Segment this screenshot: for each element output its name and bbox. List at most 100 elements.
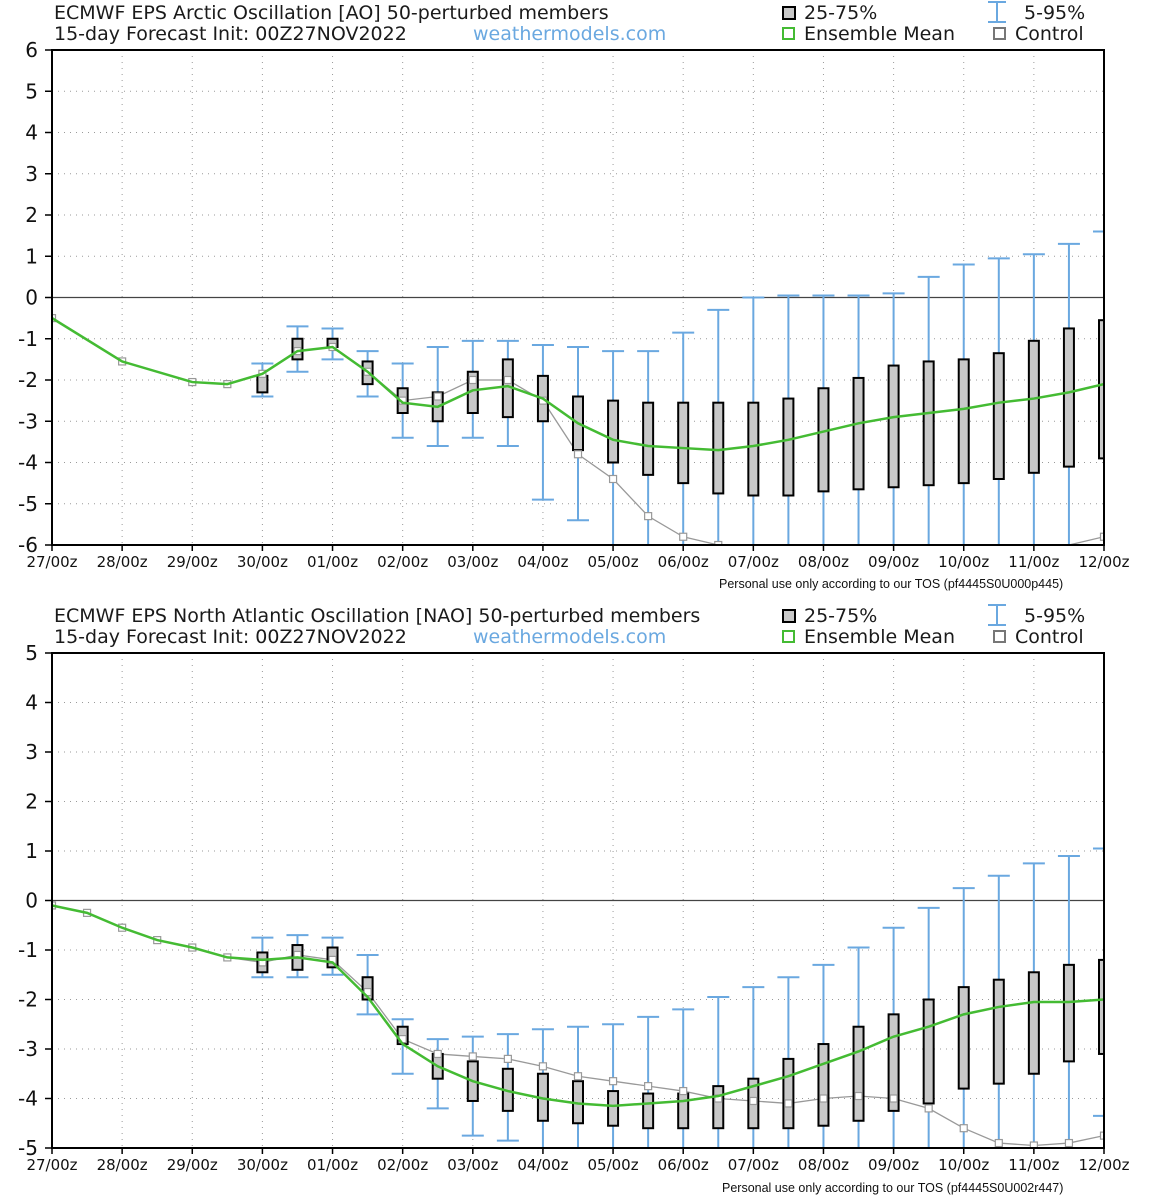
control-marker [433,1049,442,1059]
iqr-box [712,401,725,495]
x-tick-label: 28/00z [97,553,148,571]
control-marker [608,1077,618,1086]
chart-title: ECMWF EPS Arctic Oscillation [AO] 50-per… [54,2,609,24]
iqr-box [1027,339,1040,474]
x-tick-label: 27/00z [26,1156,77,1174]
mean-legend-icon [782,630,795,643]
control-marker [994,1138,1003,1148]
iqr-box [642,1092,655,1130]
y-tick-label: -4 [18,1087,38,1111]
legend-whisker-label: 5-95% [1024,605,1086,627]
y-tick-label: 2 [25,790,38,814]
y-tick-label: -2 [18,368,38,392]
y-tick-label: -4 [18,451,38,475]
x-tick-label: 05/00z [588,553,639,571]
chart-subtitle: 15-day Forecast Init: 00Z27NOV2022 [54,626,407,648]
control-marker [854,1091,863,1101]
tos-notice: Personal use only according to our TOS (… [719,577,1064,591]
x-tick-label: 08/00z [798,553,849,571]
x-tick-label: 11/00z [1008,1156,1059,1174]
y-tick-label: 3 [25,740,38,764]
x-tick-label: 09/00z [868,1156,919,1174]
whisker-legend-icon [988,604,1006,626]
ensemble-mean-line [52,317,1104,452]
tos-notice: Personal use only according to our TOS (… [722,1181,1064,1195]
control-marker [573,450,583,459]
iqr-box [782,1057,795,1130]
control-marker [644,1082,653,1091]
x-tick-label: 05/00z [588,1156,639,1174]
y-tick-label: 5 [25,79,38,103]
control-marker [714,540,723,545]
y-tick-label: 1 [25,839,38,863]
x-tick-label: 01/00z [307,553,358,571]
y-tick-label: 5 [25,641,38,665]
iqr-box [1062,963,1075,1063]
plot-area [52,847,1104,1148]
chart-subtitle: 15-day Forecast Init: 00Z27NOV2022 [54,23,407,45]
y-tick-label: 2 [25,203,38,227]
whisker-legend-icon [988,1,1006,23]
box-legend-icon [782,609,796,623]
control-marker [679,532,688,541]
brand-watermark: weathermodels.com [473,626,667,648]
x-tick-label: 12/00z [1078,553,1129,571]
y-tick-label: -2 [18,988,38,1012]
x-tick-label: 30/00z [237,553,288,571]
control-marker [503,1054,512,1063]
y-tick-label: -5 [18,1136,38,1160]
control-marker [749,1096,758,1106]
y-tick-label: -3 [18,409,38,433]
x-tick-label: 30/00z [237,1156,288,1174]
y-tick-label: 1 [25,244,38,268]
iqr-box [677,401,690,485]
control-marker [959,1124,968,1133]
control-marker [608,474,618,484]
x-tick-label: 08/00z [798,1156,849,1174]
x-tick-label: 29/00z [167,1156,218,1174]
legend-box-label: 25-75% [804,605,878,627]
y-tick-label: -5 [18,492,38,516]
plot-area [52,230,1104,545]
y-tick-label: 4 [25,121,38,145]
control-marker [924,1104,933,1113]
x-tick-label: 07/00z [728,553,779,571]
control-marker [1029,1141,1038,1148]
control-marker [819,1094,828,1103]
control-marker [503,375,512,385]
x-tick-label: 06/00z [658,553,709,571]
grid-lines [45,49,1105,551]
control-marker [889,1094,898,1103]
x-tick-label: 02/00z [377,1156,428,1174]
control-marker [468,1052,477,1061]
iqr-box [712,1085,725,1130]
x-tick-label: 27/00z [26,553,77,571]
chart-title: ECMWF EPS North Atlantic Oscillation [NA… [54,605,701,627]
control-marker [784,1099,793,1108]
control-marker [538,1062,548,1071]
iqr-box [1098,958,1104,1055]
legend-mean-label: Ensemble Mean [804,23,955,45]
y-tick-label: -6 [18,533,38,557]
control-legend-icon [993,630,1006,643]
x-tick-label: 01/00z [307,1156,358,1174]
legend-box-label: 25-75% [804,2,878,24]
plot-frame [51,652,1105,1149]
mean-legend-icon [782,27,795,40]
iqr-box [922,360,935,487]
iqr-box [887,364,900,489]
x-tick-label: 04/00z [517,1156,568,1174]
control-marker [1064,1138,1074,1148]
x-tick-label: 02/00z [377,553,428,571]
ao-chart-svg: 6 5 4 3 2 1 0 -1 -2 -3 -4 -5 -627/00z 28/00z 29/00z 30/… [18,38,1130,571]
ensemble-mean-line [52,904,1104,1108]
legend-mean-label: Ensemble Mean [804,626,955,648]
x-tick-label: 29/00z [167,553,218,571]
iqr-box [887,1013,900,1112]
x-tick-label: 28/00z [97,1156,148,1174]
nao-chart-svg: 5 4 3 2 1 0 -1 -2 -3 -4 -527/00z 28/00z 29/00z 30/00z… [18,641,1130,1174]
y-tick-label: 3 [25,162,38,186]
iqr-box [957,358,970,485]
brand-watermark: weathermodels.com [473,23,667,45]
iqr-box [852,376,865,491]
